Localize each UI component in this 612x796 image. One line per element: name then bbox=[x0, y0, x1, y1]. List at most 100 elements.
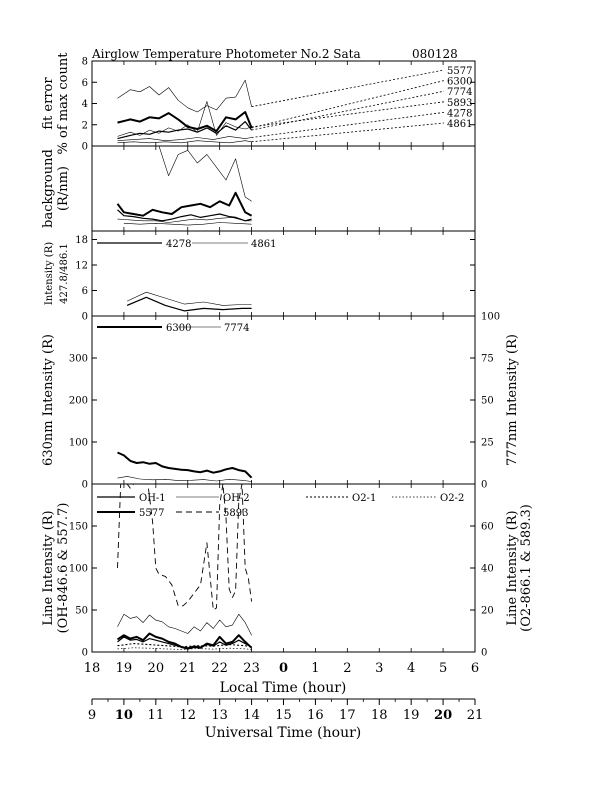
y-tick-label-right: 50 bbox=[481, 396, 494, 407]
ut-tick-label: 15 bbox=[275, 708, 292, 723]
local-time-tick-label: 18 bbox=[84, 661, 101, 676]
y-tick-label: 6 bbox=[82, 286, 88, 297]
y-tick-label: 50 bbox=[75, 606, 88, 617]
legend-label-7774: 7774 bbox=[447, 87, 472, 98]
series-line-5577 bbox=[116, 632, 253, 650]
y-tick-label-right: 60 bbox=[481, 522, 494, 533]
series-line-O2-1 bbox=[117, 643, 252, 648]
y-tick-label: 200 bbox=[69, 396, 88, 407]
y-tick-label: 100 bbox=[69, 438, 88, 449]
local-time-tick-label: 20 bbox=[148, 661, 165, 676]
ut-tick-label: 14 bbox=[243, 708, 260, 723]
ut-tick-label: 17 bbox=[339, 708, 356, 723]
ut-tick-label: 18 bbox=[371, 708, 388, 723]
local-time-tick-label: 6 bbox=[471, 661, 479, 676]
series-line-4278 bbox=[117, 136, 252, 141]
ut-tick-label: 9 bbox=[88, 708, 96, 723]
local-time-tick-label: 1 bbox=[311, 661, 319, 676]
y-axis-label-right: 777nm Intensity (R) bbox=[505, 334, 520, 466]
y-axis-label: 630nm Intensity (R) bbox=[41, 334, 56, 466]
panel-frame bbox=[91, 315, 476, 485]
series-line-4861 bbox=[117, 140, 252, 144]
legend-label-4861: 4861 bbox=[251, 239, 276, 250]
y-tick-label: 0 bbox=[82, 648, 88, 659]
y-axis-label-right: Line Intensity (R) bbox=[505, 510, 520, 625]
y-axis-label: fit error bbox=[41, 77, 56, 130]
local-time-tick-label: 23 bbox=[243, 661, 260, 676]
legend-label-O2-2: O2-2 bbox=[440, 493, 464, 504]
ut-tick-label: 20 bbox=[434, 708, 452, 723]
local-time-tick-label: 0 bbox=[279, 661, 288, 676]
y-tick-label: 0 bbox=[82, 142, 88, 153]
series-line-4278 bbox=[126, 296, 252, 312]
ut-tick-label: 16 bbox=[307, 708, 324, 723]
legend-label-5577: 5577 bbox=[447, 66, 472, 77]
legend-label-O2-1: O2-1 bbox=[352, 493, 376, 504]
legend-label-OH-2: OH-2 bbox=[223, 493, 250, 504]
legend-leader-5893 bbox=[251, 101, 445, 128]
series-line-5577 bbox=[117, 79, 252, 113]
y-axis-label: (R/nm) bbox=[56, 166, 71, 211]
local-time-tick-label: 5 bbox=[439, 661, 447, 676]
legend-label-5893: 5893 bbox=[223, 508, 248, 519]
legend-label-OH-1: OH-1 bbox=[139, 493, 166, 504]
y-tick-label: 12 bbox=[75, 261, 88, 272]
series-line-7774 bbox=[117, 209, 252, 222]
panel-blue-lines: 0 6 12 18 Intensity (R) 427.8/486.1 4278 4861 bbox=[44, 230, 476, 323]
legend-leader-5577 bbox=[251, 69, 445, 108]
local-time-tick-label: 21 bbox=[179, 661, 196, 676]
local-time-tick-label: 22 bbox=[211, 661, 228, 676]
series-line-6300 bbox=[117, 451, 253, 479]
ut-tick-label: 13 bbox=[211, 708, 228, 723]
y-tick-label: 300 bbox=[69, 354, 88, 365]
legend-leader-4861 bbox=[251, 122, 445, 143]
local-time-tick-label: 2 bbox=[343, 661, 351, 676]
y-axis-label: Line Intensity (R) bbox=[41, 510, 56, 625]
legend-label-5893: 5893 bbox=[447, 98, 472, 109]
panel-background: background (R/nm) bbox=[41, 145, 476, 232]
series-line-7774 bbox=[117, 476, 252, 482]
y-tick-label: 2 bbox=[82, 120, 88, 131]
y-axis-label: Intensity (R) bbox=[44, 242, 55, 305]
ut-tick-label: 21 bbox=[467, 708, 484, 723]
y-tick-label-right: 0 bbox=[481, 648, 487, 659]
ut-tick-label: 11 bbox=[148, 708, 165, 723]
y-axis-label: (OH-846.6 & 557.7) bbox=[56, 503, 71, 634]
legend-label-4278: 4278 bbox=[447, 108, 472, 119]
legend-leader-7774 bbox=[251, 90, 445, 131]
legend-label-7774: 7774 bbox=[224, 323, 249, 334]
series-line-4278 bbox=[123, 222, 252, 226]
local-time-tick-label: 19 bbox=[116, 661, 133, 676]
chart-date-code: 080128 bbox=[412, 47, 458, 61]
series-line-5893 bbox=[117, 217, 252, 223]
legend-leader-4278 bbox=[251, 112, 445, 138]
series-line-5577 bbox=[158, 145, 252, 202]
local-time-axis-label: Local Time (hour) bbox=[220, 680, 347, 696]
y-tick-label: 150 bbox=[69, 522, 88, 533]
panel-red-lines: 0 100 200 300 0 25 50 75 100 630nm Intensity (R) 7… bbox=[41, 312, 520, 491]
y-axis-label: background bbox=[41, 149, 56, 228]
panel-fit-error: 0 2 4 6 8 fit error% of max count 557763007774… bbox=[41, 52, 476, 155]
series-line-6300 bbox=[117, 111, 253, 133]
legend-label-6300: 6300 bbox=[447, 77, 472, 88]
local-time-tick-label: 4 bbox=[407, 661, 415, 676]
series-line-6300 bbox=[116, 191, 253, 217]
y-tick-label-right: 20 bbox=[481, 606, 494, 617]
legend-label-4278: 4278 bbox=[166, 239, 191, 250]
y-tick-label-right: 100 bbox=[481, 312, 500, 323]
y-tick-label: 18 bbox=[75, 235, 88, 246]
ut-tick-label: 12 bbox=[179, 708, 196, 723]
y-axis-label: % of max count bbox=[56, 52, 71, 155]
y-tick-label: 100 bbox=[69, 564, 88, 575]
y-axis-label-right: (O2-866.1 & 589.3) bbox=[519, 504, 534, 632]
y-tick-label: 0 bbox=[82, 312, 88, 323]
series-line-4861 bbox=[126, 291, 252, 306]
panel-frame bbox=[91, 230, 476, 317]
y-tick-label-right: 40 bbox=[481, 564, 494, 575]
legend-leader-6300 bbox=[251, 80, 445, 129]
y-tick-label: 4 bbox=[82, 99, 88, 110]
y-tick-label: 6 bbox=[82, 78, 88, 89]
y-tick-label-right: 0 bbox=[481, 480, 487, 491]
